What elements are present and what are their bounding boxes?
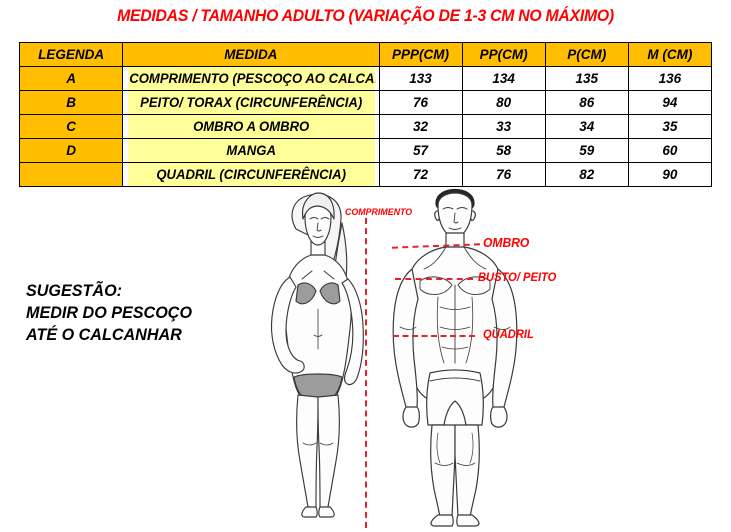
- size-chart-table: LEGENDA MEDIDA PPP(CM) PP(CM) P(CM) M (C…: [18, 42, 713, 187]
- row-value-pp: 80: [461, 90, 546, 115]
- column-header-p: P(CM): [544, 42, 629, 67]
- column-header-m: M (CM): [627, 42, 713, 67]
- quadril-dashed-line: [393, 335, 475, 337]
- row-value-m: 35: [627, 114, 713, 139]
- measurement-illustration: SUGESTÃO: MEDIR DO PESCOÇO ATÉ O CALCANH…: [0, 175, 731, 532]
- suggestion-line-3: ATÉ O CALCANHAR: [26, 325, 182, 344]
- row-legend: A: [18, 66, 124, 91]
- page-title: MEDIDAS / TAMANHO ADULTO (VARIAÇÃO DE 1-…: [117, 6, 614, 25]
- row-value-m: 94: [627, 90, 713, 115]
- row-value-p: 135: [544, 66, 629, 91]
- column-header-medida: MEDIDA: [122, 42, 380, 67]
- row-legend: B: [18, 90, 124, 115]
- label-comprimento: COMPRIMENTO: [345, 207, 413, 218]
- table-row: B PEITO/ TORAX (CIRCUNFERÊNCIA) 76 80 86…: [18, 90, 713, 115]
- table-header-row: LEGENDA MEDIDA PPP(CM) PP(CM) P(CM) M (C…: [18, 42, 713, 67]
- label-quadril: QUADRIL: [483, 327, 534, 341]
- suggestion-line-1: SUGESTÃO:: [26, 281, 123, 300]
- row-value-m: 60: [627, 138, 713, 163]
- table-row: QUADRIL (CIRCUNFERÊNCIA) 72 76 82 90: [18, 162, 713, 187]
- suggestion-text: SUGESTÃO: MEDIR DO PESCOÇO ATÉ O CALCANH…: [26, 280, 192, 346]
- row-measure: PEITO/ TORAX (CIRCUNFERÊNCIA): [126, 90, 376, 115]
- table-row: D MANGA 57 58 59 60: [18, 138, 713, 163]
- row-value-pp: 58: [461, 138, 546, 163]
- column-header-ppp: PPP(CM): [378, 42, 463, 67]
- table-row: A COMPRIMENTO (PESCOÇO AO CALCANHAR) 133…: [18, 66, 713, 91]
- row-value-p: 59: [544, 138, 629, 163]
- row-legend: D: [18, 138, 124, 163]
- busto-peito-dashed-line: [395, 278, 473, 280]
- table-row: C OMBRO A OMBRO 32 33 34 35: [18, 114, 713, 139]
- row-measure: MANGA: [126, 138, 376, 163]
- row-value-m: 90: [627, 162, 713, 187]
- row-value-ppp: 32: [378, 114, 463, 139]
- row-value-p: 34: [544, 114, 629, 139]
- label-ombro: OMBRO: [483, 235, 530, 250]
- column-header-pp: PP(CM): [461, 42, 546, 67]
- row-value-ppp: 133: [378, 66, 463, 91]
- row-measure: OMBRO A OMBRO: [126, 114, 376, 139]
- female-body-illustration: [270, 192, 364, 518]
- row-value-ppp: 57: [378, 138, 463, 163]
- row-value-ppp: 76: [378, 90, 463, 115]
- row-value-pp: 134: [461, 66, 546, 91]
- row-value-pp: 33: [461, 114, 546, 139]
- row-measure: QUADRIL (CIRCUNFERÊNCIA): [126, 162, 376, 187]
- label-busto-peito: BUSTO/ PEITO: [478, 270, 557, 284]
- row-legend: [18, 162, 124, 187]
- row-measure: COMPRIMENTO (PESCOÇO AO CALCANHAR): [126, 66, 376, 91]
- row-value-ppp: 72: [378, 162, 463, 187]
- row-value-m: 136: [627, 66, 713, 91]
- comprimento-dashed-line: [365, 218, 367, 528]
- column-header-legenda: LEGENDA: [18, 42, 124, 67]
- male-body-illustration: [392, 189, 518, 527]
- row-value-p: 86: [544, 90, 629, 115]
- row-legend: C: [18, 114, 124, 139]
- suggestion-line-2: MEDIR DO PESCOÇO: [26, 303, 193, 322]
